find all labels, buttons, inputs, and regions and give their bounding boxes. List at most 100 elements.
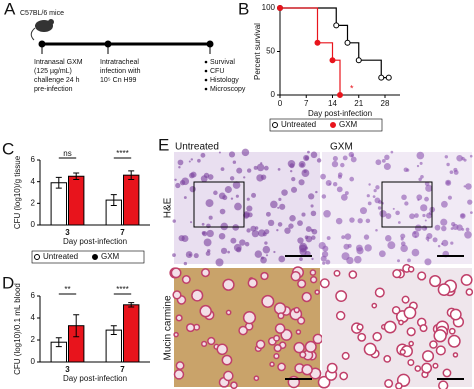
tissue-spot <box>172 219 176 223</box>
mucin-cell <box>403 306 417 320</box>
tissue-spot <box>310 151 318 159</box>
mucin-cell <box>421 362 433 374</box>
tissue-spot <box>220 222 229 231</box>
mucin-cell <box>372 331 382 342</box>
tissue-spot <box>246 228 251 233</box>
mucin-cell <box>221 354 233 366</box>
bullet <box>204 87 208 91</box>
tissue-spot <box>377 206 382 210</box>
tissue-spot <box>246 205 253 212</box>
mucin-cell <box>299 351 307 359</box>
x-axis-title: Day post-infection <box>308 109 372 118</box>
tissue-spot <box>234 202 242 211</box>
mucin-cell <box>341 351 350 360</box>
mucin-cell <box>201 340 208 348</box>
tissue-spot <box>323 209 331 218</box>
tissue-spot <box>183 261 188 266</box>
tissue-spot <box>310 204 314 208</box>
tissue-spot <box>273 250 276 254</box>
x-tick-label: 7 <box>120 228 125 237</box>
tissue-spot <box>190 158 194 161</box>
tissue-spot <box>441 225 447 232</box>
mucin-cell <box>356 323 364 331</box>
x-tick-label: 7 <box>120 365 125 374</box>
tissue-spot <box>356 247 364 255</box>
tissue-spot <box>243 176 246 179</box>
tissue-spot <box>220 247 228 254</box>
outcome-text: Microscopy <box>210 86 246 93</box>
tissue-spot <box>354 255 362 264</box>
tissue-spot <box>372 195 376 198</box>
error-bar <box>128 170 135 180</box>
x-tick-label: 28 <box>381 99 390 108</box>
tissue-spot <box>441 242 444 246</box>
tissue-spot <box>332 156 338 162</box>
tissue-spot <box>411 248 420 257</box>
tissue-spot <box>232 181 241 189</box>
x-tick-label: 14 <box>328 99 337 108</box>
mucin-cell <box>230 381 238 389</box>
legend-box <box>31 250 145 264</box>
tissue-spot <box>277 206 280 209</box>
tissue-spot <box>409 213 415 220</box>
step-text: pre-infection <box>34 86 73 93</box>
tissue-spot <box>239 239 246 246</box>
tissue-spot <box>395 210 400 216</box>
mucin-cell <box>417 271 427 281</box>
mucin-cell <box>398 319 404 326</box>
mucin-cell <box>293 341 305 354</box>
y-tick-label: 2 <box>31 198 36 207</box>
mucin-cell <box>173 331 179 338</box>
bullet <box>204 78 208 82</box>
mucin-cell <box>419 324 428 333</box>
mucin-cell <box>173 369 185 380</box>
significance-label: **** <box>116 149 128 158</box>
mucin-cell <box>317 375 331 389</box>
tissue-spot <box>290 186 298 193</box>
tissue-spot <box>208 215 213 220</box>
tissue-spot <box>397 221 401 224</box>
tissue-spot <box>301 212 306 217</box>
tissue-spot <box>344 191 349 196</box>
mucin-cell <box>301 363 313 376</box>
tissue-spot <box>459 213 466 219</box>
mucin-cell <box>408 340 414 347</box>
step-text: Intratracheal <box>100 59 139 66</box>
row-label: H&E <box>163 197 174 218</box>
legend-marker <box>272 122 278 128</box>
mucin-cell <box>247 277 258 289</box>
tissue-spot <box>385 213 392 219</box>
tissue-spot <box>375 159 382 166</box>
tissue-spot <box>279 203 286 210</box>
tissue-spot <box>414 213 419 218</box>
tissue-spot <box>307 150 310 154</box>
bullet <box>204 69 208 73</box>
mucin-cell <box>295 329 302 335</box>
mucin-cell <box>433 329 447 343</box>
tissue-spot <box>424 219 427 222</box>
tissue-spot <box>326 236 331 240</box>
tissue-spot <box>310 210 317 217</box>
mucin-cell <box>401 295 410 304</box>
y-tick-label: 0 <box>271 90 276 99</box>
tissue-spot <box>287 159 296 168</box>
mucin-cell <box>319 278 330 289</box>
tissue-spot <box>232 160 237 164</box>
tissue-spot <box>444 155 449 159</box>
bar <box>123 174 140 226</box>
legend-marker <box>34 254 40 260</box>
tissue-spot <box>449 170 454 175</box>
tissue-spot <box>183 196 187 200</box>
mouse-icon <box>30 27 36 41</box>
survival-point <box>333 22 340 29</box>
tissue-spot <box>413 231 417 235</box>
tissue-spot <box>381 158 386 163</box>
tissue-spot <box>289 215 296 222</box>
y-axis-title: Percent survival <box>253 23 262 80</box>
mucin-cell <box>170 267 182 279</box>
survival-point <box>378 74 385 81</box>
tissue-spot <box>446 162 450 167</box>
survival-point <box>337 92 343 98</box>
mouse-label: C57BL/6 mice <box>20 10 64 17</box>
step-text: challenge 24 h <box>34 77 80 84</box>
